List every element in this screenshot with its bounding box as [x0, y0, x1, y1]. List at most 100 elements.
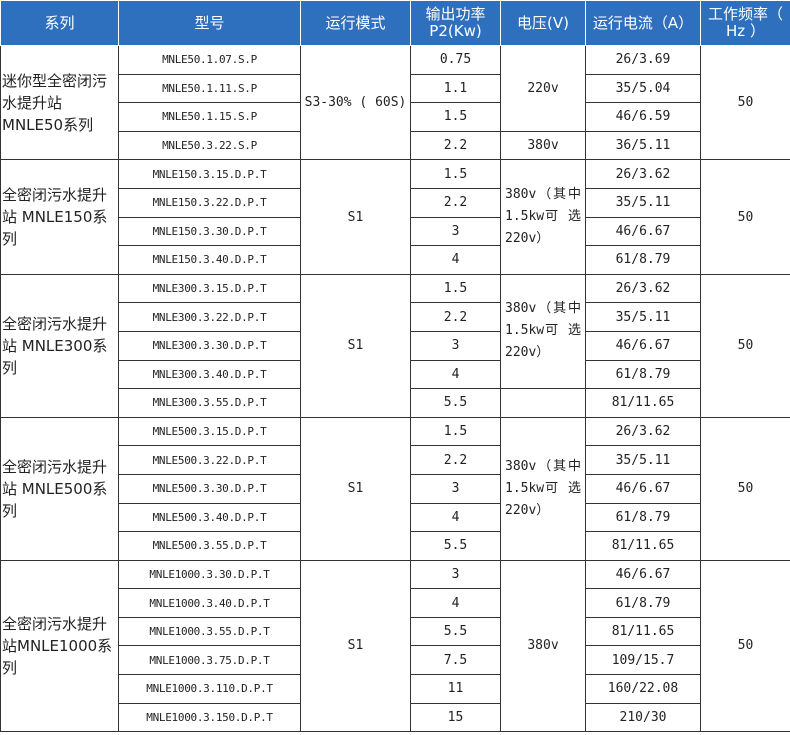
current-cell: 81/11.65 [585, 616, 701, 647]
model-cell: MNLE500.3.55.D.P.T [118, 531, 301, 561]
table-row: MNLE50.1.15.S.P 1.5 46/6.59 [1, 102, 790, 132]
power-cell: 1.5 [410, 273, 501, 304]
power-cell: 1.5 [410, 416, 501, 447]
model-cell: MNLE150.3.15.D.P.T [118, 159, 301, 189]
current-cell: 81/11.65 [585, 388, 701, 418]
power-cell: 7.5 [410, 645, 501, 676]
header-mode: 运行模式 [300, 0, 411, 46]
table-row: MNLE150.3.40.D.P.T 4 61/8.79 [1, 245, 790, 275]
header-row: 系列 型号 运行模式 输出功率P2(Kw) 电压(V) 运行电流（A） 工作频率… [0, 0, 790, 46]
voltage-cell: 380v（其中 1.5kw可 选220v） [500, 159, 586, 275]
current-cell: 46/6.67 [585, 473, 701, 504]
current-cell: 46/6.67 [585, 330, 701, 361]
mode-cell: S1 [300, 273, 411, 418]
series-cell: 全密闭污水提升站 MNLE500系列 [0, 416, 119, 561]
header-model: 型号 [118, 0, 301, 46]
model-cell: MNLE1000.3.40.D.P.T [118, 588, 301, 618]
table-row: 全密闭污水提升站 MNLE300系列 MNLE300.3.15.D.P.T S1 1.… [0, 273, 790, 418]
current-cell: 61/8.79 [585, 359, 701, 390]
frequency-cell: 50 [700, 159, 790, 275]
model-cell: MNLE150.3.22.D.P.T [118, 187, 301, 218]
model-cell: MNLE1000.3.55.D.P.T [118, 616, 301, 647]
model-cell: MNLE1000.3.30.D.P.T [118, 559, 301, 590]
power-cell: 4 [410, 502, 501, 533]
power-cell: 0.75 [410, 45, 501, 75]
table-row: 全密闭污水提升站 MNLE500系列 MNLE500.3.15.D.P.T S1 1.… [0, 416, 790, 561]
current-cell: 35/5.11 [585, 187, 701, 218]
voltage-cell: 220v [500, 45, 586, 132]
mode-cell: S1 [300, 559, 411, 733]
table-row: 全密闭污水提升站MNLE1000系列 MNLE1000.3.30.D.P.T S1 3… [0, 559, 790, 733]
power-cell: 2.2 [410, 130, 501, 161]
power-cell: 1.5 [410, 102, 501, 132]
current-cell: 26/3.69 [585, 45, 701, 75]
model-cell: MNLE150.3.40.D.P.T [118, 245, 301, 275]
header-power: 输出功率P2(Kw) [410, 0, 501, 46]
mode-cell: S3-30% ( 60S) [300, 44, 411, 161]
model-cell: MNLE1000.3.150.D.P.T [118, 702, 301, 733]
current-cell: 81/11.65 [585, 531, 701, 561]
model-cell: MNLE500.3.15.D.P.T [118, 416, 301, 447]
series-cell: 全密闭污水提升站 MNLE300系列 [0, 273, 119, 418]
power-cell: 2.2 [410, 302, 501, 332]
table-row: MNLE1000.3.110.D.P.T 11 160/22.08 [1, 674, 790, 704]
power-cell: 3 [410, 330, 501, 361]
series-cell: 全密闭污水提升站MNLE1000系列 [0, 559, 119, 733]
current-cell: 61/8.79 [585, 245, 701, 275]
current-cell: 46/6.67 [585, 216, 701, 247]
table-row: MNLE500.3.30.D.P.T 3 46/6.67 [1, 473, 790, 504]
power-cell: 4 [410, 245, 501, 275]
table-row: MNLE500.3.55.D.P.T 5.5 81/11.65 [1, 531, 790, 561]
voltage-cell: 380v（其中 1.5kw可 选220v） [500, 273, 586, 390]
model-cell: MNLE300.3.30.D.P.T [118, 330, 301, 361]
model-cell: MNLE50.1.11.S.P [118, 73, 301, 104]
series-cell: 迷你型全密闭污水提升站MNLE50系列 [0, 44, 119, 161]
model-cell: MNLE1000.3.75.D.P.T [118, 645, 301, 676]
power-cell: 5.5 [410, 531, 501, 561]
table-row: MNLE300.3.55.D.P.T 5.5 81/11.65 [1, 388, 790, 418]
table-row: MNLE300.3.40.D.P.T 4 61/8.79 [1, 359, 790, 390]
power-cell: 4 [410, 588, 501, 618]
current-cell: 35/5.11 [585, 445, 701, 475]
model-cell: MNLE150.3.30.D.P.T [118, 216, 301, 247]
model-cell: MNLE300.3.40.D.P.T [118, 359, 301, 390]
model-cell: MNLE50.1.07.S.P [118, 45, 301, 75]
frequency-cell: 50 [700, 559, 790, 733]
voltage-cell: 380v [500, 130, 586, 161]
power-cell: 3 [410, 473, 501, 504]
model-cell: MNLE300.3.55.D.P.T [118, 388, 301, 418]
frequency-cell: 50 [700, 416, 790, 561]
current-cell: 35/5.04 [585, 73, 701, 104]
model-cell: MNLE500.3.22.D.P.T [118, 445, 301, 475]
header-series: 系列 [0, 0, 119, 46]
header-voltage: 电压(V) [500, 0, 586, 46]
power-cell: 1.5 [410, 159, 501, 189]
mode-cell: S1 [300, 416, 411, 561]
current-cell: 109/15.7 [585, 645, 701, 676]
model-cell: MNLE300.3.22.D.P.T [118, 302, 301, 332]
table-row: 全密闭污水提升站 MNLE150系列 MNLE150.3.15.D.P.T S1 1.… [0, 159, 790, 275]
current-cell: 46/6.59 [585, 102, 701, 132]
power-cell: 3 [410, 559, 501, 590]
power-cell: 1.1 [410, 73, 501, 104]
current-cell: 36/5.11 [585, 130, 701, 161]
current-cell: 160/22.08 [585, 674, 701, 704]
current-cell: 210/30 [585, 702, 701, 733]
table-row: MNLE1000.3.150.D.P.T 15 210/30 [1, 702, 790, 733]
current-cell: 35/5.11 [585, 302, 701, 332]
model-cell: MNLE50.3.22.S.P [118, 130, 301, 161]
model-cell: MNLE500.3.40.D.P.T [118, 502, 301, 533]
header-current: 运行电流（A） [585, 0, 701, 46]
table-row: 迷你型全密闭污水提升站MNLE50系列 MNLE50.1.07.S.P S3-30%… [0, 44, 790, 161]
table-body: 迷你型全密闭污水提升站MNLE50系列 MNLE50.1.07.S.P S3-30%… [0, 44, 790, 733]
mode-cell: S1 [300, 159, 411, 275]
table-row: MNLE1000.3.40.D.P.T 4 61/8.79 [1, 588, 790, 618]
voltage-cell: 380v [500, 559, 586, 733]
frequency-cell: 50 [700, 273, 790, 418]
power-cell: 4 [410, 359, 501, 390]
current-cell: 61/8.79 [585, 502, 701, 533]
power-cell: 2.2 [410, 445, 501, 475]
frequency-cell: 50 [700, 44, 790, 161]
current-cell: 61/8.79 [585, 588, 701, 618]
